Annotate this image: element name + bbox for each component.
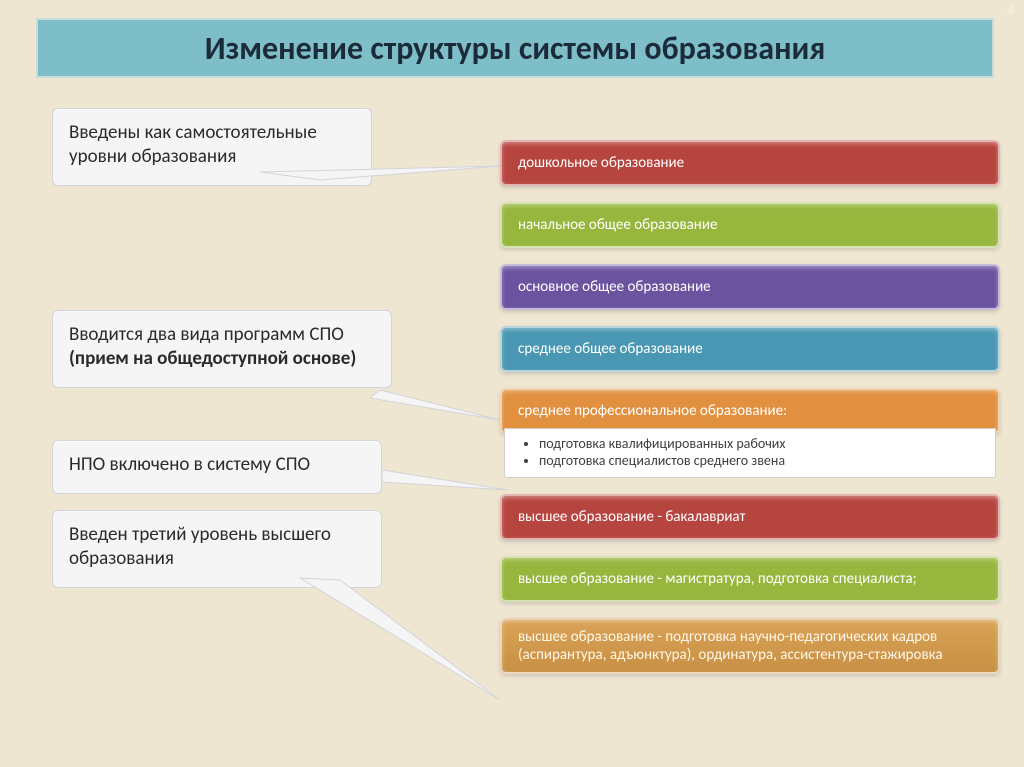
education-levels-list: дошкольное образование начальное общее о… [500, 140, 1000, 674]
callout-text-bold: (прием на общедоступной основе) [69, 347, 356, 370]
level-label: среднее общее образование [518, 340, 703, 358]
level-bar-secondary-general: среднее общее образование [500, 326, 1000, 372]
level-bar-preschool: дошкольное образование [500, 140, 1000, 186]
level-bar-postgrad: высшее образование - подготовка научно-п… [500, 618, 1000, 674]
callout-text: Введены как самостоятельные уровни образ… [69, 121, 317, 168]
callout-spo-programs: Вводится два вида программ СПО (прием на… [52, 310, 392, 388]
level-label: высшее образование - подготовка научно-п… [518, 628, 982, 664]
level-label: начальное общее образование [518, 216, 717, 234]
title-bar: Изменение структуры системы образования [36, 18, 994, 78]
level-label: дошкольное образование [518, 154, 684, 172]
callout-text: Введен третий уровень высшего образовани… [69, 523, 331, 570]
level-bar-primary: начальное общее образование [500, 202, 1000, 248]
level-bar-basic-general: основное общее образование [500, 264, 1000, 310]
callout-npo: НПО включено в систему СПО [52, 440, 382, 494]
level-bar-bachelor: высшее образование - бакалавриат [500, 494, 1000, 540]
level-label: среднее профессиональное образование: [518, 402, 787, 420]
slide-number: 4 [1007, 2, 1014, 19]
level-label: основное общее образование [518, 278, 711, 296]
level-group-spo: среднее профессиональное образование: по… [500, 388, 1000, 478]
callout-intro-levels: Введены как самостоятельные уровни образ… [52, 108, 372, 186]
spo-sub-item: подготовка специалистов среднего звена [539, 452, 979, 469]
spo-subprograms: подготовка квалифицированных рабочих под… [504, 428, 996, 478]
level-label: высшее образование - бакалавриат [518, 508, 745, 526]
page-title: Изменение структуры системы образования [205, 29, 826, 68]
spo-sub-item: подготовка квалифицированных рабочих [539, 435, 979, 452]
level-bar-master: высшее образование - магистратура, подго… [500, 556, 1000, 602]
callout-third-level: Введен третий уровень высшего образовани… [52, 510, 382, 588]
level-label: высшее образование - магистратура, подго… [518, 570, 917, 588]
callout-text: Вводится два вида программ СПО [69, 323, 344, 346]
callout-text: НПО включено в систему СПО [69, 453, 310, 476]
